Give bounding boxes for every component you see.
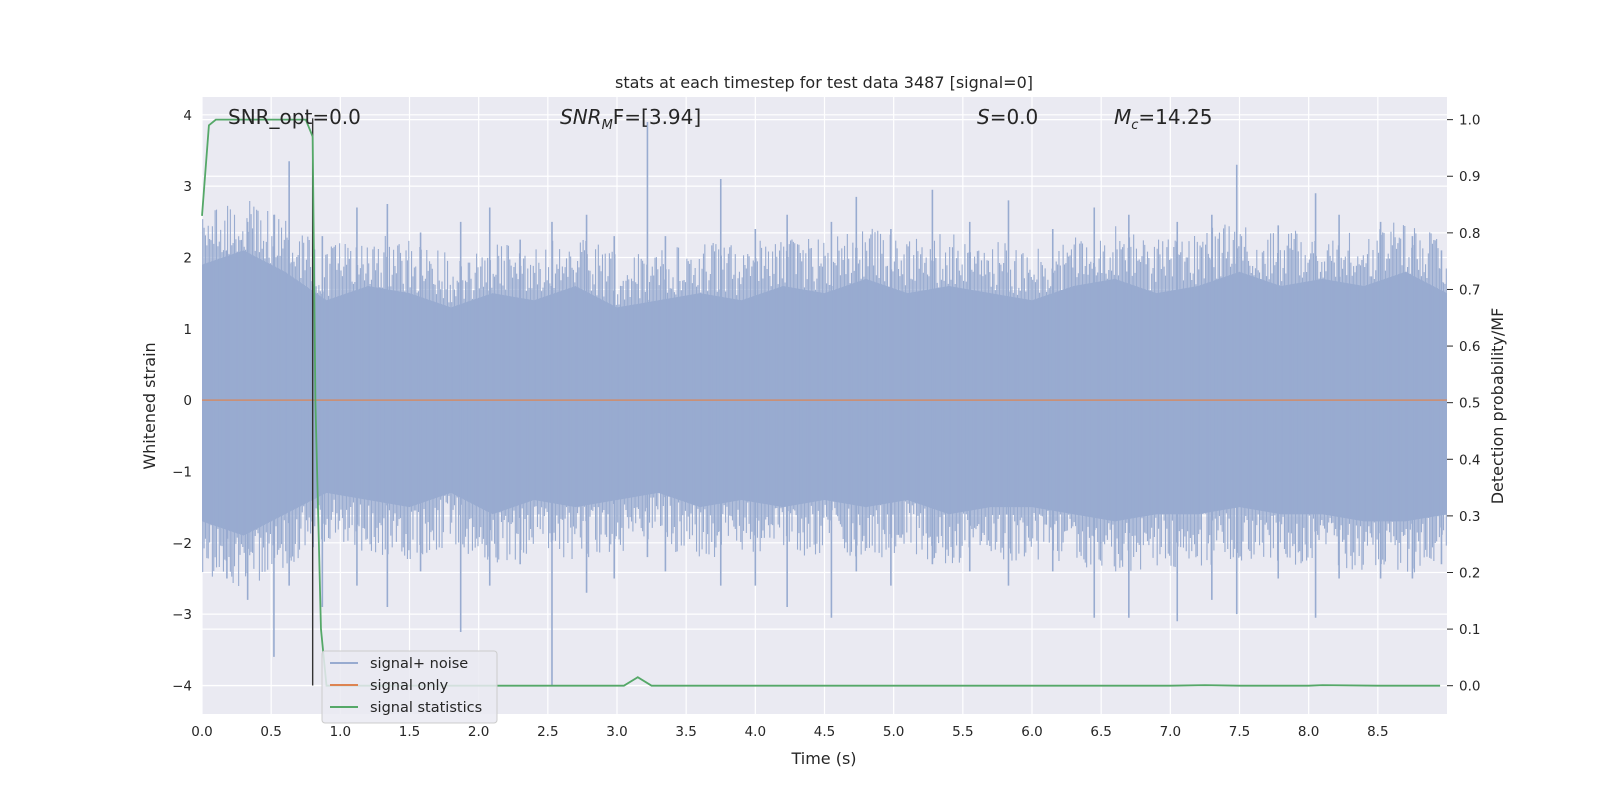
y-left-tick-label: 3 — [183, 179, 192, 195]
x-tick-label: 5.5 — [952, 724, 973, 740]
annotation-mc-base: M — [1114, 105, 1131, 129]
annotation-mc: Mc=14.25 — [1114, 105, 1212, 133]
x-axis-ticks: 0.0 0.5 1.0 1.5 2.0 2.5 3.0 3.5 4.0 4.5 5.0 5.5 6.0 6… — [191, 724, 1388, 740]
y-left-tick-label: 2 — [183, 250, 192, 266]
y-left-tick-label: −3 — [172, 607, 192, 623]
y-right-tick-label: 0.4 — [1459, 452, 1480, 468]
x-tick-label: 4.0 — [745, 724, 766, 740]
signal-noise-series — [202, 121, 1447, 686]
y-left-tick-label: 1 — [183, 322, 192, 338]
x-tick-label: 7.5 — [1229, 724, 1250, 740]
x-tick-label: 2.5 — [537, 724, 558, 740]
annotation-snr-mf-rest: F=[3.94] — [613, 105, 701, 129]
x-tick-label: 3.0 — [606, 724, 627, 740]
legend-box — [321, 650, 498, 724]
y-left-tick-label: −1 — [172, 464, 192, 480]
y-right-tick-label: 0.3 — [1459, 509, 1480, 525]
x-tick-label: 3.5 — [675, 724, 696, 740]
x-tick-label: 0.0 — [191, 724, 212, 740]
y-right-tick-label: 0.1 — [1459, 622, 1480, 638]
annotation-s: S=0.0 — [977, 105, 1038, 129]
x-tick-label: 1.0 — [330, 724, 351, 740]
x-tick-label: 6.0 — [1021, 724, 1042, 740]
y-left-tick-label: 4 — [183, 108, 192, 124]
y-right-tick-label: 0.9 — [1459, 169, 1480, 185]
x-tick-label: 5.0 — [883, 724, 904, 740]
annotation-mc-rest: =14.25 — [1138, 105, 1212, 129]
y-left-tick-label: 0 — [183, 393, 192, 409]
annotation-s-rest: =0.0 — [990, 105, 1039, 129]
annotation-mc-sub: c — [1131, 118, 1138, 133]
x-tick-label: 4.5 — [814, 724, 835, 740]
y-right-tick-label: 0.2 — [1459, 565, 1480, 581]
x-axis-label: Time (s) — [790, 749, 856, 768]
y-right-tick-label: 0.5 — [1459, 396, 1480, 412]
noise-band — [202, 250, 1447, 536]
right-axis-ticks: 1.0 0.9 0.8 0.7 0.6 0.5 0.4 0.3 0.2 0.1 0.0 — [1447, 113, 1480, 695]
annotation-snr-mf-sub: M — [602, 118, 613, 133]
signal-statistics-series — [201, 118, 1441, 687]
y-right-tick-label: 0.0 — [1459, 679, 1480, 695]
x-tick-label: 1.5 — [399, 724, 420, 740]
annotation-s-base: S — [977, 105, 990, 129]
chart-title: stats at each timestep for test data 348… — [615, 73, 1033, 92]
y-right-tick-label: 0.8 — [1459, 226, 1480, 242]
x-tick-label: 6.5 — [1090, 724, 1111, 740]
right-axis-label: Detection probability/MF — [1488, 308, 1507, 505]
signal-statistics-line — [201, 118, 1441, 687]
legend-label-signal-noise: signal+ noise — [370, 656, 468, 672]
x-tick-label: 8.0 — [1298, 724, 1319, 740]
left-axis-label: Whitened strain — [140, 342, 159, 469]
x-tick-label: 8.5 — [1367, 724, 1388, 740]
x-tick-label: 0.5 — [260, 724, 281, 740]
y-left-tick-label: −2 — [172, 536, 192, 552]
legend-label-signal-only: signal only — [370, 678, 449, 694]
annotation-snr-opt: SNR_opt=0.0 — [228, 105, 361, 129]
y-right-tick-label: 1.0 — [1459, 113, 1480, 129]
legend: signal+ noise signal only signal statist… — [321, 650, 498, 724]
y-right-tick-label: 0.6 — [1459, 339, 1480, 355]
annotation-snr-mf-base: SNR — [560, 105, 602, 129]
x-tick-label: 7.0 — [1160, 724, 1181, 740]
y-right-tick-label: 0.7 — [1459, 282, 1480, 298]
y-left-tick-label: −4 — [172, 678, 192, 694]
x-tick-label: 2.0 — [468, 724, 489, 740]
left-axis-ticks: 4 3 2 1 0 −1 −2 −3 −4 — [172, 108, 192, 695]
annotation-snr-mf: SNRMF=[3.94] — [560, 105, 701, 133]
legend-label-signal-statistics: signal statistics — [370, 700, 482, 716]
